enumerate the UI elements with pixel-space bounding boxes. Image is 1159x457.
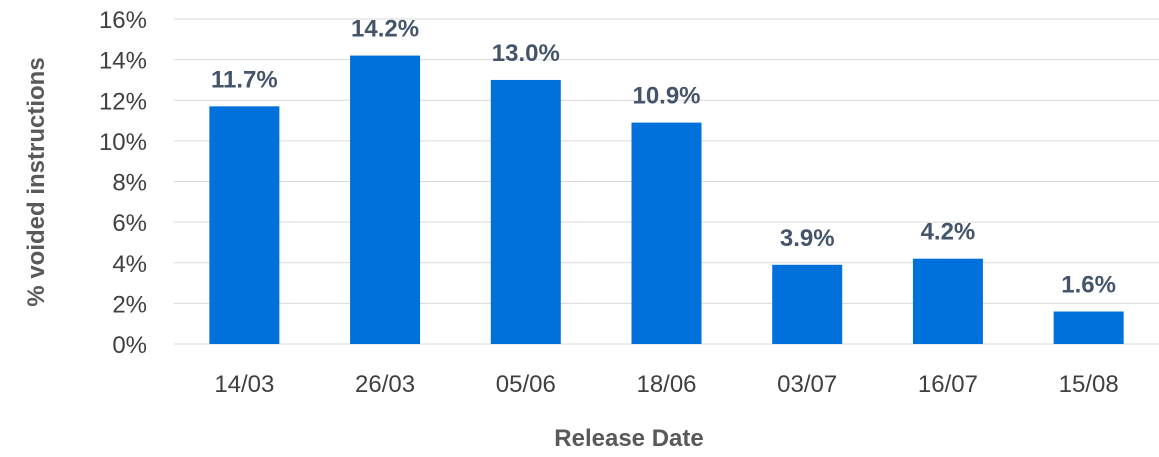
data-label: 3.9% xyxy=(780,225,835,252)
bars xyxy=(209,55,1124,344)
y-tick-label: 4% xyxy=(112,251,147,278)
bar xyxy=(350,55,421,344)
data-label: 10.9% xyxy=(632,83,700,110)
y-tick-label: 12% xyxy=(99,88,147,115)
y-tick-label: 8% xyxy=(112,170,147,197)
x-tick-label: 18/06 xyxy=(636,371,696,398)
x-tick-label: 03/07 xyxy=(777,371,837,398)
x-tick-label: 26/03 xyxy=(355,371,415,398)
y-tick-label: 0% xyxy=(112,332,147,359)
x-tick-label: 05/06 xyxy=(496,371,556,398)
y-tick-label: 16% xyxy=(99,7,147,34)
y-axis-ticks: 0% 2% 4% 6% 8% 10% 12% 14% 16% xyxy=(99,7,147,359)
bar xyxy=(209,106,280,344)
data-label: 14.2% xyxy=(351,16,419,43)
y-tick-label: 2% xyxy=(112,291,147,318)
data-label: 13.0% xyxy=(492,40,560,67)
data-label: 11.7% xyxy=(211,66,278,93)
y-tick-label: 10% xyxy=(99,129,147,156)
bar xyxy=(631,122,702,344)
y-tick-label: 14% xyxy=(99,48,147,75)
x-axis-ticks: 14/03 26/03 05/06 18/06 03/07 16/07 15/08 xyxy=(214,371,1118,398)
data-label: 4.2% xyxy=(921,219,976,246)
x-axis-title: Release Date xyxy=(554,425,703,452)
bar xyxy=(772,264,843,344)
x-tick-label: 16/07 xyxy=(918,371,978,398)
bar xyxy=(490,79,561,344)
x-tick-label: 15/08 xyxy=(1059,371,1119,398)
bar xyxy=(912,258,983,344)
data-label: 1.6% xyxy=(1061,272,1116,299)
y-tick-label: 6% xyxy=(112,210,147,237)
y-axis-title: % voided instructions xyxy=(23,57,50,306)
data-labels: 11.7% 14.2% 13.0% 10.9% 3.9% 4.2% 1.6% xyxy=(211,16,1116,299)
bar xyxy=(1053,311,1124,344)
x-tick-label: 14/03 xyxy=(214,371,274,398)
